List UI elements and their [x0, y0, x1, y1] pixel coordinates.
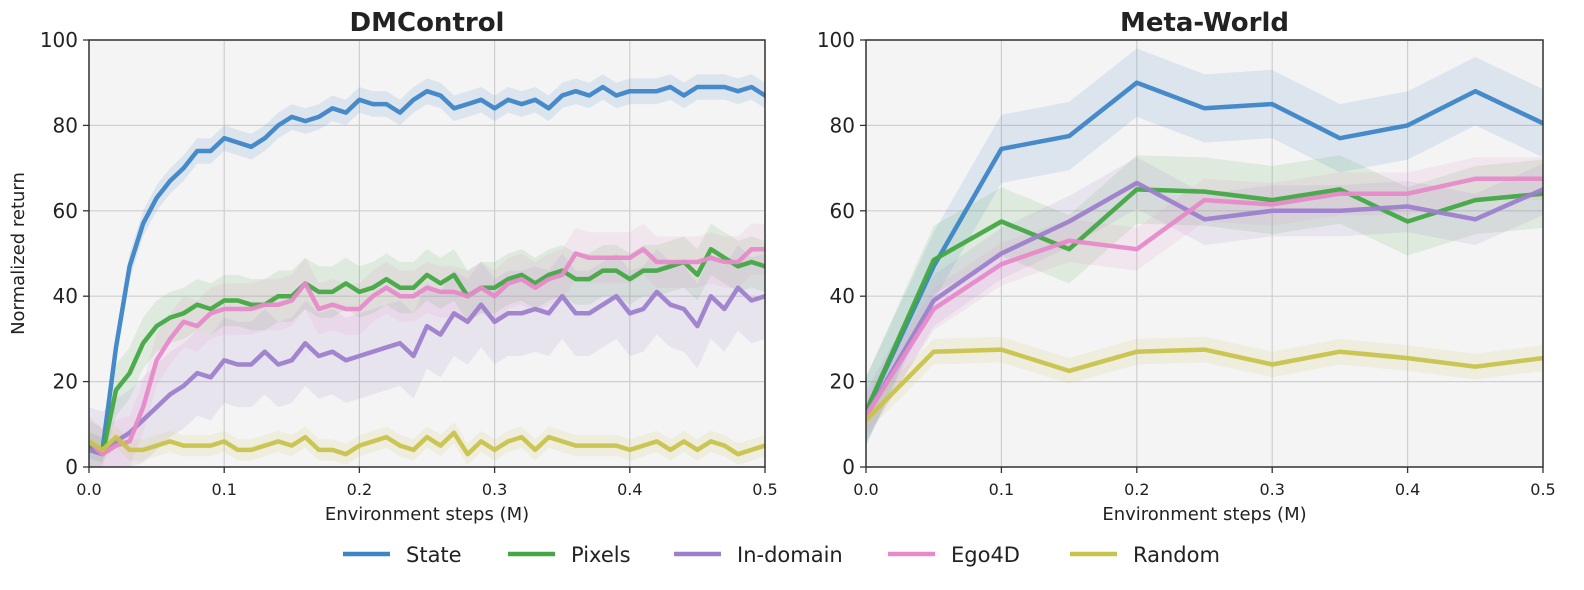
dmcontrol-ytick-label: 20 [53, 370, 78, 394]
meta-world-ytick-label: 20 [830, 370, 855, 394]
legend-item-ego4d: Ego4D [888, 543, 1020, 567]
meta-world-axes-frame [865, 39, 1544, 468]
legend-item-pixels: Pixels [508, 543, 631, 567]
meta-world-line-random [866, 347, 1543, 423]
meta-world-xlabel: Environment steps (M) [1102, 504, 1306, 525]
meta-world-series-group [866, 48, 1543, 446]
legend-item-state: State [343, 543, 462, 567]
dmcontrol-xtick-label: 0.0 [76, 480, 101, 499]
meta-world-xtick-label: 0.4 [1395, 480, 1420, 499]
meta-world-line-ego4d [866, 176, 1543, 419]
dmcontrol-ytick-label: 0 [65, 455, 78, 479]
meta-world-ytick-label: 0 [842, 455, 855, 479]
dmcontrol-ticks: 0.0 0.1 0.2 0.3 0.4 0.5 0 20 40 60 80 100 [40, 28, 778, 499]
legend-label-random: Random [1133, 543, 1220, 567]
meta-world-line-state [866, 80, 1543, 414]
legend-label-state: State [406, 543, 462, 567]
dmcontrol-band-in-domain [89, 245, 765, 467]
chart-meta-world: 0.0 0.1 0.2 0.3 0.4 0.5 0 20 40 60 80 100 Meta-World… [817, 8, 1556, 525]
legend: State Pixels In-domain Ego4D Random [343, 543, 1220, 567]
dmcontrol-band-pixels [89, 223, 765, 467]
meta-world-xtick-label: 0.0 [853, 480, 878, 499]
dmcontrol-ylabel: Normalized return [8, 172, 29, 335]
meta-world-ticks: 0.0 0.1 0.2 0.3 0.4 0.5 0 20 40 60 80 100 [817, 28, 1556, 499]
meta-world-band-ego4d [866, 157, 1543, 438]
meta-world-xtick-label: 0.5 [1530, 480, 1555, 499]
legend-label-in-domain: In-domain [737, 543, 843, 567]
dmcontrol-series-group [89, 74, 765, 467]
meta-world-xtick-label: 0.2 [1124, 480, 1149, 499]
dmcontrol-xtick-label: 0.2 [347, 480, 372, 499]
legend-label-pixels: Pixels [571, 543, 631, 567]
legend-item-random: Random [1070, 543, 1220, 567]
dmcontrol-title: DMControl [350, 8, 505, 38]
meta-world-plot-area [866, 40, 1543, 467]
dmcontrol-band-random [89, 422, 765, 465]
dmcontrol-band-ego4d [89, 223, 765, 467]
dmcontrol-xtick-label: 0.3 [482, 480, 507, 499]
dmcontrol-axes-frame [88, 39, 766, 468]
chart-dmcontrol: 0.0 0.1 0.2 0.3 0.4 0.5 0 20 40 60 80 100 DMControl E… [8, 8, 778, 525]
meta-world-band-pixels [866, 155, 1543, 446]
meta-world-xtick-label: 0.3 [1259, 480, 1284, 499]
meta-world-xtick-label: 0.1 [989, 480, 1014, 499]
meta-world-band-state [866, 48, 1543, 446]
meta-world-band-in-domain [866, 157, 1543, 442]
dmcontrol-line-state [89, 84, 765, 453]
meta-world-ytick-label: 80 [830, 113, 855, 137]
dmcontrol-xtick-label: 0.4 [617, 480, 642, 499]
meta-world-ytick-label: 60 [830, 199, 855, 223]
dmcontrol-line-in-domain [89, 285, 765, 457]
legend-item-in-domain: In-domain [674, 543, 843, 567]
meta-world-line-pixels [866, 187, 1543, 414]
dmcontrol-grid [88, 39, 766, 468]
meta-world-ytick-label: 100 [817, 28, 855, 52]
meta-world-title: Meta-World [1120, 8, 1289, 38]
dmcontrol-xtick-label: 0.5 [752, 480, 777, 499]
dmcontrol-line-ego4d [89, 246, 765, 457]
dmcontrol-plot-area [89, 40, 765, 467]
meta-world-line-in-domain [866, 180, 1543, 419]
dmcontrol-xtick-label: 0.1 [211, 480, 236, 499]
dmcontrol-line-random [89, 430, 765, 457]
dmcontrol-xlabel: Environment steps (M) [325, 504, 529, 525]
dmcontrol-ytick-label: 40 [53, 284, 78, 308]
meta-world-ytick-label: 40 [830, 284, 855, 308]
legend-label-ego4d: Ego4D [951, 543, 1020, 567]
dmcontrol-line-pixels [89, 246, 765, 457]
dmcontrol-ytick-label: 100 [40, 28, 78, 52]
dmcontrol-ytick-label: 80 [53, 113, 78, 137]
dmcontrol-ytick-label: 60 [53, 199, 78, 223]
